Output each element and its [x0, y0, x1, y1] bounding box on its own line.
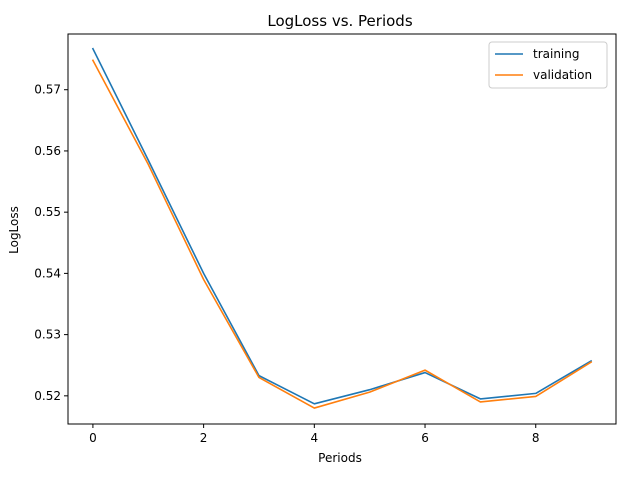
- x-axis-label: Periods: [318, 451, 362, 465]
- legend-label-validation: validation: [533, 68, 592, 82]
- x-tick-label: 0: [89, 431, 97, 445]
- x-tick-label: 8: [532, 431, 540, 445]
- y-tick-label: 0.57: [34, 83, 61, 97]
- series-line-training: [91, 47, 593, 405]
- series-layer: [91, 47, 593, 409]
- legend-label-training: training: [533, 47, 580, 61]
- y-tick-label: 0.53: [34, 328, 61, 342]
- chart-title: LogLoss vs. Periods: [267, 12, 412, 30]
- y-axis-label: LogLoss: [7, 206, 21, 254]
- y-axis: 0.52 0.53 0.54 0.55 0.56 0.57: [34, 83, 68, 403]
- y-tick-label: 0.54: [34, 266, 61, 280]
- x-tick-label: 4: [311, 431, 319, 445]
- x-tick-label: 2: [200, 431, 208, 445]
- x-tick-label: 6: [421, 431, 429, 445]
- plot-area: [67, 33, 617, 425]
- y-tick-label: 0.52: [34, 389, 61, 403]
- y-tick-label: 0.55: [34, 205, 61, 219]
- series-line-validation: [91, 59, 593, 409]
- x-axis: 0 2 4 6 8: [89, 424, 540, 445]
- y-tick-label: 0.56: [34, 144, 61, 158]
- axes-frame: [67, 33, 617, 425]
- legend: training validation: [488, 41, 608, 89]
- plot-background: [68, 34, 616, 424]
